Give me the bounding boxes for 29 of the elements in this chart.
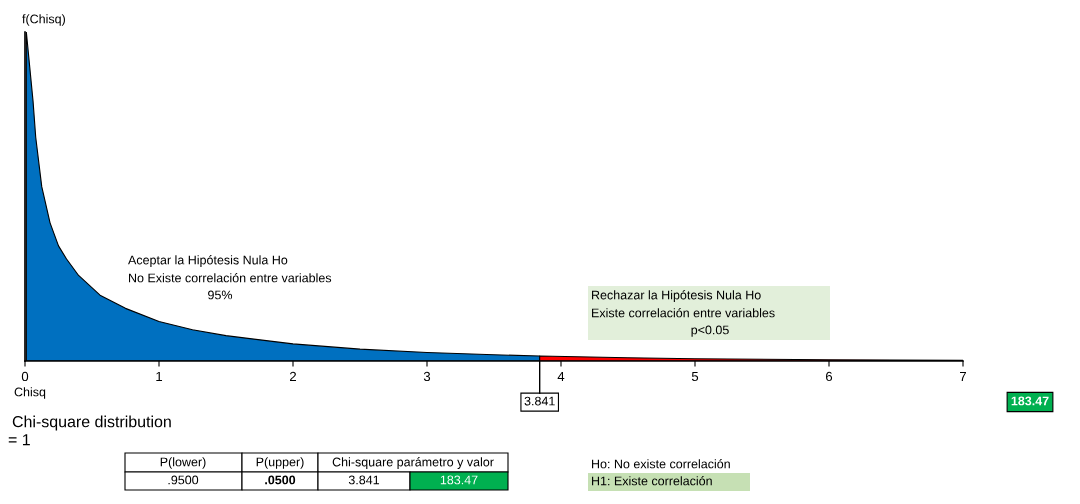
text: H1: Existe correlación (592, 476, 712, 486)
x-tick-label: 7 (960, 371, 967, 381)
ref-line-label: 3.841 (524, 396, 555, 406)
annotation: Aceptar la Hipótesis Nula Ho (128, 255, 288, 267)
y-axis-title: f(Chisq) (22, 14, 65, 26)
text: .9500 (168, 475, 199, 485)
text: = 1 (8, 434, 30, 446)
text: Chi-square parámetro y valor (332, 457, 494, 469)
x-tick-label: 6 (826, 371, 833, 382)
x-tick-label: 3 (423, 371, 431, 382)
text: 3.841 (348, 475, 380, 485)
text: Ho: No existe correlación (592, 459, 730, 469)
annotation: 95% (208, 290, 233, 300)
annotation: Existe correlación entre variables (592, 308, 775, 318)
x-tick-label: 2 (290, 371, 297, 381)
annotation: p<0.05 (691, 325, 729, 337)
x-tick-label: 4 (557, 371, 565, 381)
text: 183.47 (1011, 396, 1049, 406)
annotation: No Existe correlación entre variables (129, 273, 332, 283)
text: P(upper) (256, 457, 304, 469)
annotation: Rechazar la Hipótesis Nula Ho (592, 290, 761, 302)
text: P(lower) (160, 457, 206, 469)
x-tick-label: 0 (21, 371, 29, 382)
text: 183.47 (440, 475, 478, 485)
x-tick-label: 1 (156, 371, 163, 381)
x-axis-title: Chisq (14, 387, 46, 399)
text: .0500 (265, 475, 296, 485)
x-tick-label: 5 (691, 371, 699, 382)
text: Chi-square distribution (12, 415, 171, 431)
